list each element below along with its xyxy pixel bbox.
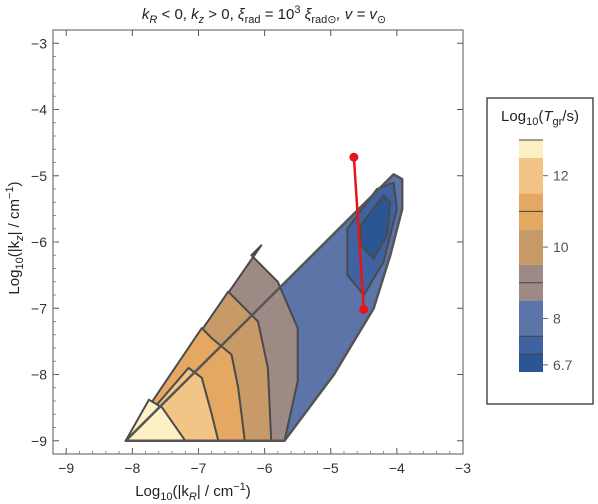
- red-line: [349, 152, 369, 315]
- y-axis-label: Log10(|kz| / cm−1): [4, 181, 26, 294]
- colorbar-tick-label: 6.7: [553, 357, 573, 373]
- x-axis-label: Log10(|kR| / cm−1): [135, 481, 251, 503]
- colorbar-swatches: [519, 140, 543, 372]
- colorbar-swatch-2: [519, 300, 543, 337]
- plot-area: −9 −8 −7 −6 −5 −4 −3 −9 −8 −7 −6 −5 −4 −3: [31, 29, 471, 476]
- region-boundary: [124, 173, 404, 443]
- y-tick-label: −8: [31, 367, 47, 383]
- red-line-segment: [352, 157, 366, 310]
- y-tick-label: −9: [31, 433, 47, 449]
- red-line-point-1: [359, 305, 369, 315]
- colorbar-tick-label: 12: [553, 168, 569, 184]
- colorbar-ticks: 12 10 8 6.7: [519, 139, 573, 373]
- colorbar-title: Log10(Tgr/s): [501, 108, 579, 128]
- colorbar-swatch-1: [519, 336, 543, 355]
- y-axis-ticks: −9 −8 −7 −6 −5 −4 −3: [31, 35, 463, 449]
- y-tick-label: −3: [31, 35, 47, 51]
- x-tick-label: −5: [323, 460, 339, 476]
- x-tick-label: −4: [389, 460, 405, 476]
- x-tick-label: −8: [124, 460, 140, 476]
- region-outline: [124, 173, 404, 443]
- x-tick-label: −9: [58, 460, 74, 476]
- y-tick-label: −4: [31, 102, 47, 118]
- colorbar-swatch-6: [519, 157, 543, 194]
- y-tick-label: −7: [31, 300, 47, 316]
- x-tick-label: −3: [455, 460, 471, 476]
- colorbar-legend: Log10(Tgr/s) 12 10 8 6.7: [486, 97, 594, 405]
- x-tick-label: −7: [190, 460, 206, 476]
- y-tick-label: −5: [31, 168, 47, 184]
- colorbar-swatch-0: [519, 354, 543, 372]
- y-tick-label: −6: [31, 234, 47, 250]
- red-line-point-0: [349, 152, 359, 162]
- colorbar-tick-label: 8: [553, 310, 561, 326]
- x-tick-label: −6: [257, 460, 273, 476]
- colorbar-tick-label: 10: [553, 239, 569, 255]
- chart-title: kR < 0, kz > 0, ξrad = 103 ξrad⊙, v = v⊙: [142, 4, 386, 26]
- colorbar-swatch-7: [519, 140, 543, 158]
- x-axis-ticks: −9 −8 −7 −6 −5 −4 −3: [58, 30, 471, 476]
- colorbar-swatch-4: [519, 229, 543, 265]
